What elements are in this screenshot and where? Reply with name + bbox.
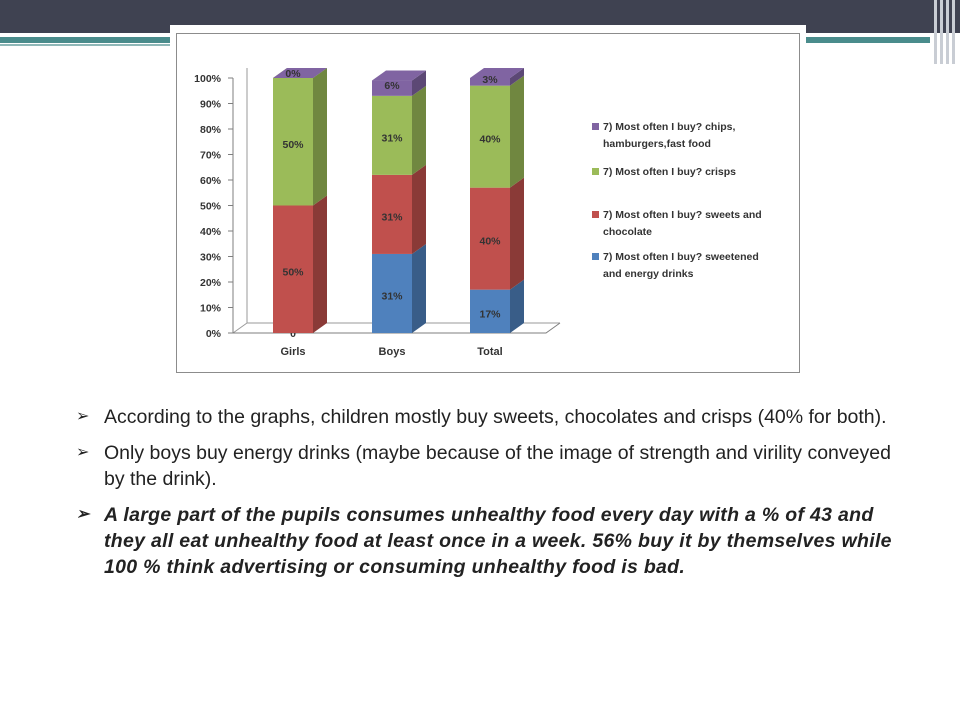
chart-border [176,33,800,373]
x-category-label: Boys [379,346,406,358]
bar-segment [372,174,412,254]
bar-segment [372,253,412,333]
data-label: 40% [479,236,501,248]
bar-segment [273,205,313,333]
y-tick-label: 20% [200,277,222,289]
x-category-label: Girls [280,346,305,358]
bar-segment [372,80,412,96]
arrow-bullet-icon: ➢ [76,506,90,523]
y-tick-label: 40% [200,226,222,238]
y-tick-label: 100% [194,73,222,85]
bar-segment-top [372,70,426,81]
data-label: 3% [482,74,498,86]
y-tick-label: 80% [200,124,222,136]
bar-segment [273,78,313,206]
legend-label: 7) Most often I buy? sweetened [603,251,759,263]
bar-segment [470,187,510,290]
legend-label: 7) Most often I buy? crisps [603,166,736,178]
data-label: 31% [381,211,403,223]
bar-segment-side [412,70,426,96]
legend-label: 7) Most often I buy? sweets and [603,209,762,221]
slide-accent-line-right [800,37,930,43]
x-category-label: Total [477,346,502,358]
bar-segment-side [412,85,426,175]
legend-swatch [592,253,599,260]
bullet-item: ➢ A large part of the pupils consumes un… [76,502,896,580]
data-label: 50% [282,266,304,278]
data-label: 17% [479,308,501,320]
slide-corner-stripes [930,0,960,70]
arrow-bullet-icon: ➢ [76,444,90,461]
data-label: 40% [479,134,501,146]
y-tick-label: 50% [200,201,222,213]
bar-segment-side [510,75,524,188]
legend-swatch [592,123,599,130]
bullet-text: A large part of the pupils consumes unhe… [104,504,892,578]
bar-segment [470,78,510,86]
bullet-text: Only boys buy energy drinks (maybe becau… [104,442,891,490]
legend-swatch [592,168,599,175]
y-tick-label: 70% [200,150,222,162]
bar-segment-side [313,68,327,206]
y-tick-label: 10% [200,303,222,315]
y-tick-label: 60% [200,175,222,187]
bar-segment-side [313,195,327,333]
data-label: 0 [290,328,296,340]
legend-label: 7) Most often I buy? chips, [603,121,736,133]
bar-segment-side [510,68,524,86]
data-label: 31% [381,132,403,144]
bar-segment [470,289,510,333]
chart-floor-edge [232,322,248,334]
bar-segment-side [412,243,426,333]
bar-segment-top [470,68,524,78]
slide-thin-line [0,44,170,46]
bullet-list: ➢ According to the graphs, children most… [76,404,896,590]
slide-thin-line-right [805,50,890,52]
legend-swatch [592,211,599,218]
data-label: 6% [384,80,400,92]
chart-frame: 0% 10% 20% 30% 40% 50% 60% 70% 80% 90% 100% 0 50% 50%… [170,25,806,375]
arrow-bullet-icon: ➢ [76,408,90,425]
bar-segment-side [412,164,426,254]
bar-segment [470,85,510,188]
bar-segment [372,95,412,175]
legend-label-line2: hamburgers,fast food [603,138,711,150]
bullet-item: ➢ According to the graphs, children most… [76,404,896,430]
y-tick-label: 0% [206,328,222,340]
bar-segment-side [510,279,524,333]
y-tick-label: 90% [200,99,222,111]
bar-segment-top [273,68,327,78]
bar-segment-side [510,177,524,290]
bullet-text: According to the graphs, children mostly… [104,406,887,428]
bullet-item: ➢ Only boys buy energy drinks (maybe bec… [76,440,896,492]
slide-accent-line [0,37,300,43]
stacked-bar-chart: 0% 10% 20% 30% 40% 50% 60% 70% 80% 90% 100% 0 50% 50%… [194,68,762,358]
data-label: 31% [381,290,403,302]
y-tick-label: 30% [200,252,222,264]
legend-label-line2: and energy drinks [603,268,694,280]
data-label: 50% [282,139,304,151]
legend-label-line2: chocolate [603,226,652,238]
data-label: 0% [285,68,301,80]
